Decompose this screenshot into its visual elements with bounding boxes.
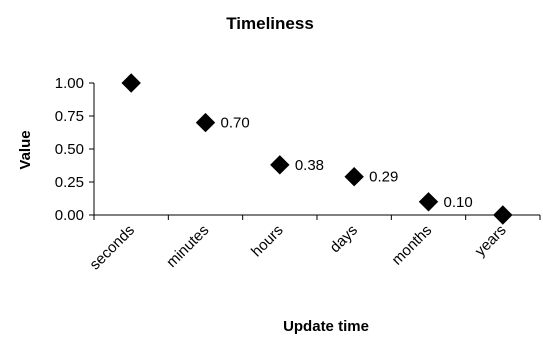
data-label-months: 0.10 [444, 194, 473, 211]
chart-title: Timeliness [226, 14, 314, 33]
y-tick-label: 0.50 [55, 141, 84, 158]
x-tick-label: minutes [163, 222, 212, 271]
x-tick-label: hours [248, 222, 287, 261]
data-label-days: 0.29 [369, 169, 398, 186]
x-tick-label: days [327, 222, 361, 256]
data-point-hours [270, 155, 290, 175]
y-tick-label: 1.00 [55, 75, 84, 92]
y-axis-ticks: 1.00 0.75 0.50 0.25 0.00 [55, 75, 94, 224]
y-tick-label: 0.25 [55, 174, 84, 191]
data-point-years [493, 205, 513, 225]
data-point-seconds [121, 73, 141, 93]
y-axis-title: Value [17, 130, 34, 169]
x-axis-ticks: seconds minutes hours days months years [86, 215, 541, 274]
data-point-minutes [195, 112, 216, 133]
x-tick-label: years [472, 222, 510, 260]
x-tick-label: months [389, 222, 436, 269]
data-labels: 0.70 0.38 0.29 0.10 [221, 115, 473, 211]
x-axis-title: Update time [283, 318, 369, 335]
data-label-minutes: 0.70 [221, 115, 250, 132]
y-tick-label: 0.00 [55, 207, 84, 224]
data-label-hours: 0.38 [295, 157, 324, 174]
data-points [121, 73, 513, 225]
y-tick-label: 0.75 [55, 108, 84, 125]
x-tick-label: seconds [86, 222, 138, 274]
data-point-days [344, 167, 364, 187]
data-point-months [418, 192, 439, 212]
